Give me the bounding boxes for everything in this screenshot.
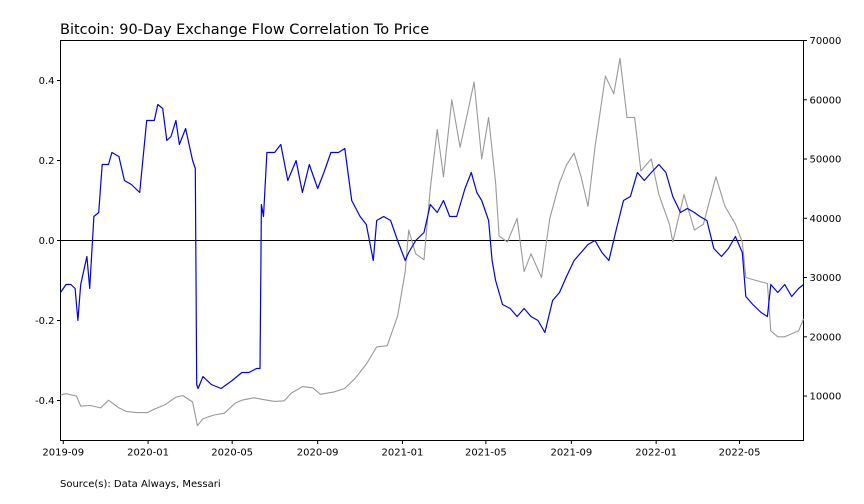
exchange-flow-correlation-line [60, 103, 804, 390]
y-right-tick-label: 60000 [810, 95, 842, 106]
y-right-tick-label: 10000 [810, 392, 842, 403]
series-layer [60, 57, 805, 427]
y-left-tick-label: 0.0 [39, 236, 55, 247]
y-right-tick-label: 20000 [810, 332, 842, 343]
x-tick-label: 2021-09 [550, 448, 592, 459]
y-right-tick-label: 30000 [810, 273, 842, 284]
x-tick-label: 2021-01 [382, 448, 424, 459]
x-tick-label: 2022-05 [719, 448, 761, 459]
y-left-tick-label: -0.2 [35, 316, 55, 327]
y-right-tick-label: 40000 [810, 214, 842, 225]
axes-layer: 2019-09 2020-01 2020-05 2020-09 2021-01 2021-… [35, 36, 841, 459]
x-tick-label: 2022-01 [635, 448, 677, 459]
chart-title: Bitcoin: 90-Day Exchange Flow Correlatio… [60, 22, 429, 38]
x-tick-label: 2019-09 [42, 448, 84, 459]
x-tick-label: 2020-09 [297, 448, 339, 459]
y-right-tick-label: 70000 [810, 36, 842, 47]
x-tick-label: 2020-01 [127, 448, 169, 459]
x-tick-label: 2021-05 [465, 448, 507, 459]
x-tick-label: 2020-05 [211, 448, 253, 459]
y-left-tick-label: -0.4 [35, 396, 55, 407]
y-right-tick-label: 50000 [810, 155, 842, 166]
btc-price-line [60, 57, 805, 427]
y-left-tick-label: 0.2 [39, 156, 55, 167]
source-note: Source(s): Data Always, Messari [60, 479, 221, 490]
y-left-tick-label: 0.4 [39, 76, 55, 87]
